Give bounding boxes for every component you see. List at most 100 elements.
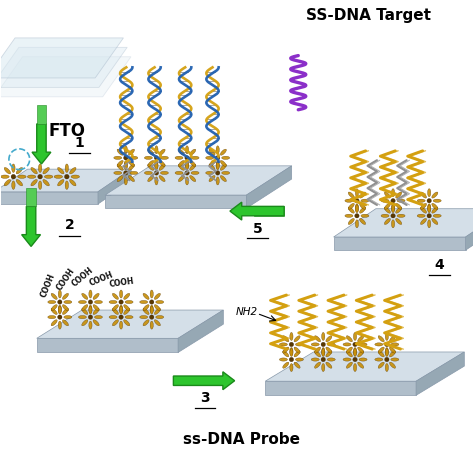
Ellipse shape [63,305,69,311]
Ellipse shape [58,306,62,314]
Bar [173,376,207,385]
Ellipse shape [358,362,364,368]
Ellipse shape [54,175,63,178]
Ellipse shape [348,203,354,210]
Ellipse shape [63,293,69,300]
Ellipse shape [148,160,154,166]
Ellipse shape [150,321,153,329]
Ellipse shape [27,175,36,178]
Ellipse shape [112,305,118,311]
Ellipse shape [209,175,215,182]
Ellipse shape [94,316,102,319]
Ellipse shape [311,343,319,346]
Polygon shape [105,166,292,195]
Ellipse shape [109,301,117,304]
Ellipse shape [124,162,128,170]
Ellipse shape [322,347,325,356]
Ellipse shape [185,162,189,170]
Ellipse shape [190,164,196,170]
Ellipse shape [384,342,389,346]
Polygon shape [0,47,127,87]
Ellipse shape [222,171,230,174]
Ellipse shape [322,348,325,356]
Ellipse shape [143,293,149,300]
Polygon shape [265,352,465,381]
Ellipse shape [396,219,402,225]
Ellipse shape [356,204,358,212]
Ellipse shape [65,164,69,173]
Ellipse shape [51,293,57,300]
Ellipse shape [124,309,130,314]
Ellipse shape [191,171,199,174]
Ellipse shape [354,332,356,340]
Ellipse shape [220,149,227,155]
Ellipse shape [420,203,427,210]
Ellipse shape [433,214,441,218]
Ellipse shape [58,290,62,298]
Ellipse shape [315,351,320,357]
Ellipse shape [427,199,431,203]
Ellipse shape [48,316,56,319]
Ellipse shape [124,146,128,154]
Ellipse shape [31,180,37,186]
Bar [36,105,46,124]
Text: 2: 2 [65,218,74,232]
Ellipse shape [145,171,153,174]
Ellipse shape [396,207,402,213]
Text: COOH: COOH [55,267,77,292]
Ellipse shape [149,300,154,304]
Ellipse shape [295,343,303,346]
Ellipse shape [58,315,62,319]
Ellipse shape [148,149,154,155]
Ellipse shape [358,351,364,357]
Ellipse shape [216,171,220,175]
Ellipse shape [119,321,123,329]
Ellipse shape [185,177,189,185]
Ellipse shape [114,171,122,174]
Ellipse shape [64,174,69,179]
Polygon shape [0,192,98,204]
Ellipse shape [31,167,37,174]
Ellipse shape [185,171,189,175]
Ellipse shape [143,305,149,311]
Ellipse shape [391,199,395,203]
Ellipse shape [154,171,159,175]
Ellipse shape [294,351,300,357]
Ellipse shape [432,203,438,210]
Ellipse shape [82,309,88,314]
Ellipse shape [159,149,165,155]
Ellipse shape [322,332,325,340]
Ellipse shape [392,205,395,213]
Ellipse shape [89,306,92,314]
Ellipse shape [140,301,148,304]
Ellipse shape [45,175,53,178]
Polygon shape [416,352,465,395]
Ellipse shape [155,177,158,185]
Ellipse shape [159,175,165,182]
Ellipse shape [38,181,42,190]
Ellipse shape [93,309,99,314]
Ellipse shape [315,362,320,368]
Text: 5: 5 [252,221,262,236]
Ellipse shape [384,203,391,210]
Ellipse shape [381,214,389,218]
Ellipse shape [178,164,184,170]
Ellipse shape [155,146,158,154]
Ellipse shape [294,347,300,353]
Ellipse shape [361,199,369,202]
Ellipse shape [361,214,369,218]
Ellipse shape [311,358,319,361]
Ellipse shape [397,199,405,202]
Ellipse shape [71,175,80,178]
Ellipse shape [89,305,92,313]
Ellipse shape [89,290,92,298]
Ellipse shape [390,351,396,357]
Ellipse shape [112,309,118,314]
Ellipse shape [392,220,395,228]
Ellipse shape [125,316,133,319]
Ellipse shape [70,180,76,186]
Ellipse shape [289,342,293,346]
Ellipse shape [124,171,128,175]
Ellipse shape [190,175,196,182]
Ellipse shape [175,171,183,174]
